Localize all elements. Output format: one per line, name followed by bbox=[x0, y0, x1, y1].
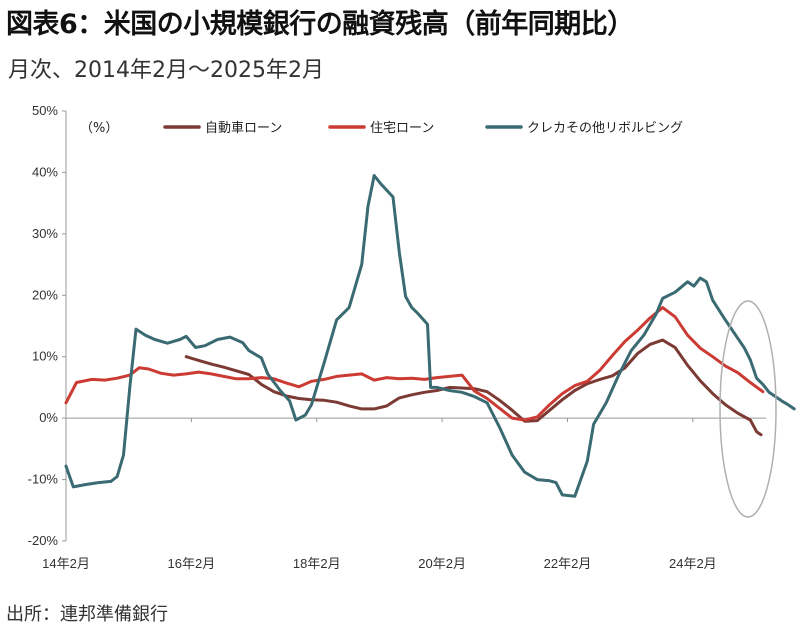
x-tick-label: 16年2月 bbox=[168, 556, 216, 571]
unit-label: （%） bbox=[80, 121, 118, 136]
y-axis: 50% 40% 30% 20% 10% 0% -10% -20% bbox=[28, 103, 67, 548]
y-tick-label: -20% bbox=[28, 533, 59, 548]
y-tick-label: 0% bbox=[39, 410, 58, 425]
source-note: 出所：連邦準備銀行 bbox=[6, 604, 168, 625]
x-tick-label: 14年2月 bbox=[42, 556, 90, 571]
series-line-1 bbox=[184, 338, 763, 437]
x-axis: 14年2月 16年2月 18年2月 20年2月 22年2月 24年2月 bbox=[42, 417, 766, 571]
x-tick-label: 20年2月 bbox=[418, 556, 466, 571]
chart-subtitle: 月次、2014年2月～2025年2月 bbox=[8, 58, 324, 83]
legend-label-2: 住宅ローン bbox=[370, 121, 434, 136]
x-tick-label: 22年2月 bbox=[544, 556, 592, 571]
series-layer bbox=[64, 174, 796, 498]
y-tick-label: 20% bbox=[32, 287, 58, 302]
series-line-2 bbox=[64, 306, 765, 422]
series-line-3 bbox=[64, 174, 796, 498]
legend-label-1: 自動車ローン bbox=[205, 121, 282, 136]
x-tick-label: 18年2月 bbox=[293, 556, 341, 571]
highlight-ellipse bbox=[719, 300, 777, 518]
y-tick-label: -10% bbox=[28, 472, 59, 487]
x-tick-label: 24年2月 bbox=[669, 556, 717, 571]
chart-title: 図表6：米国の小規模銀行の融資残高（前年同期比） bbox=[6, 9, 634, 40]
legend-label-3: クレカその他リボルビング bbox=[527, 121, 683, 136]
legend: 自動車ローン 住宅ローン クレカその他リボルビング bbox=[163, 121, 683, 136]
y-tick-label: 50% bbox=[32, 103, 58, 118]
line-chart: 50% 40% 30% 20% 10% 0% -10% -20% 14年2月 16年2月 18年2… bbox=[28, 103, 796, 571]
y-tick-label: 10% bbox=[32, 349, 58, 364]
y-tick-label: 40% bbox=[32, 164, 58, 179]
y-tick-label: 30% bbox=[32, 226, 58, 241]
